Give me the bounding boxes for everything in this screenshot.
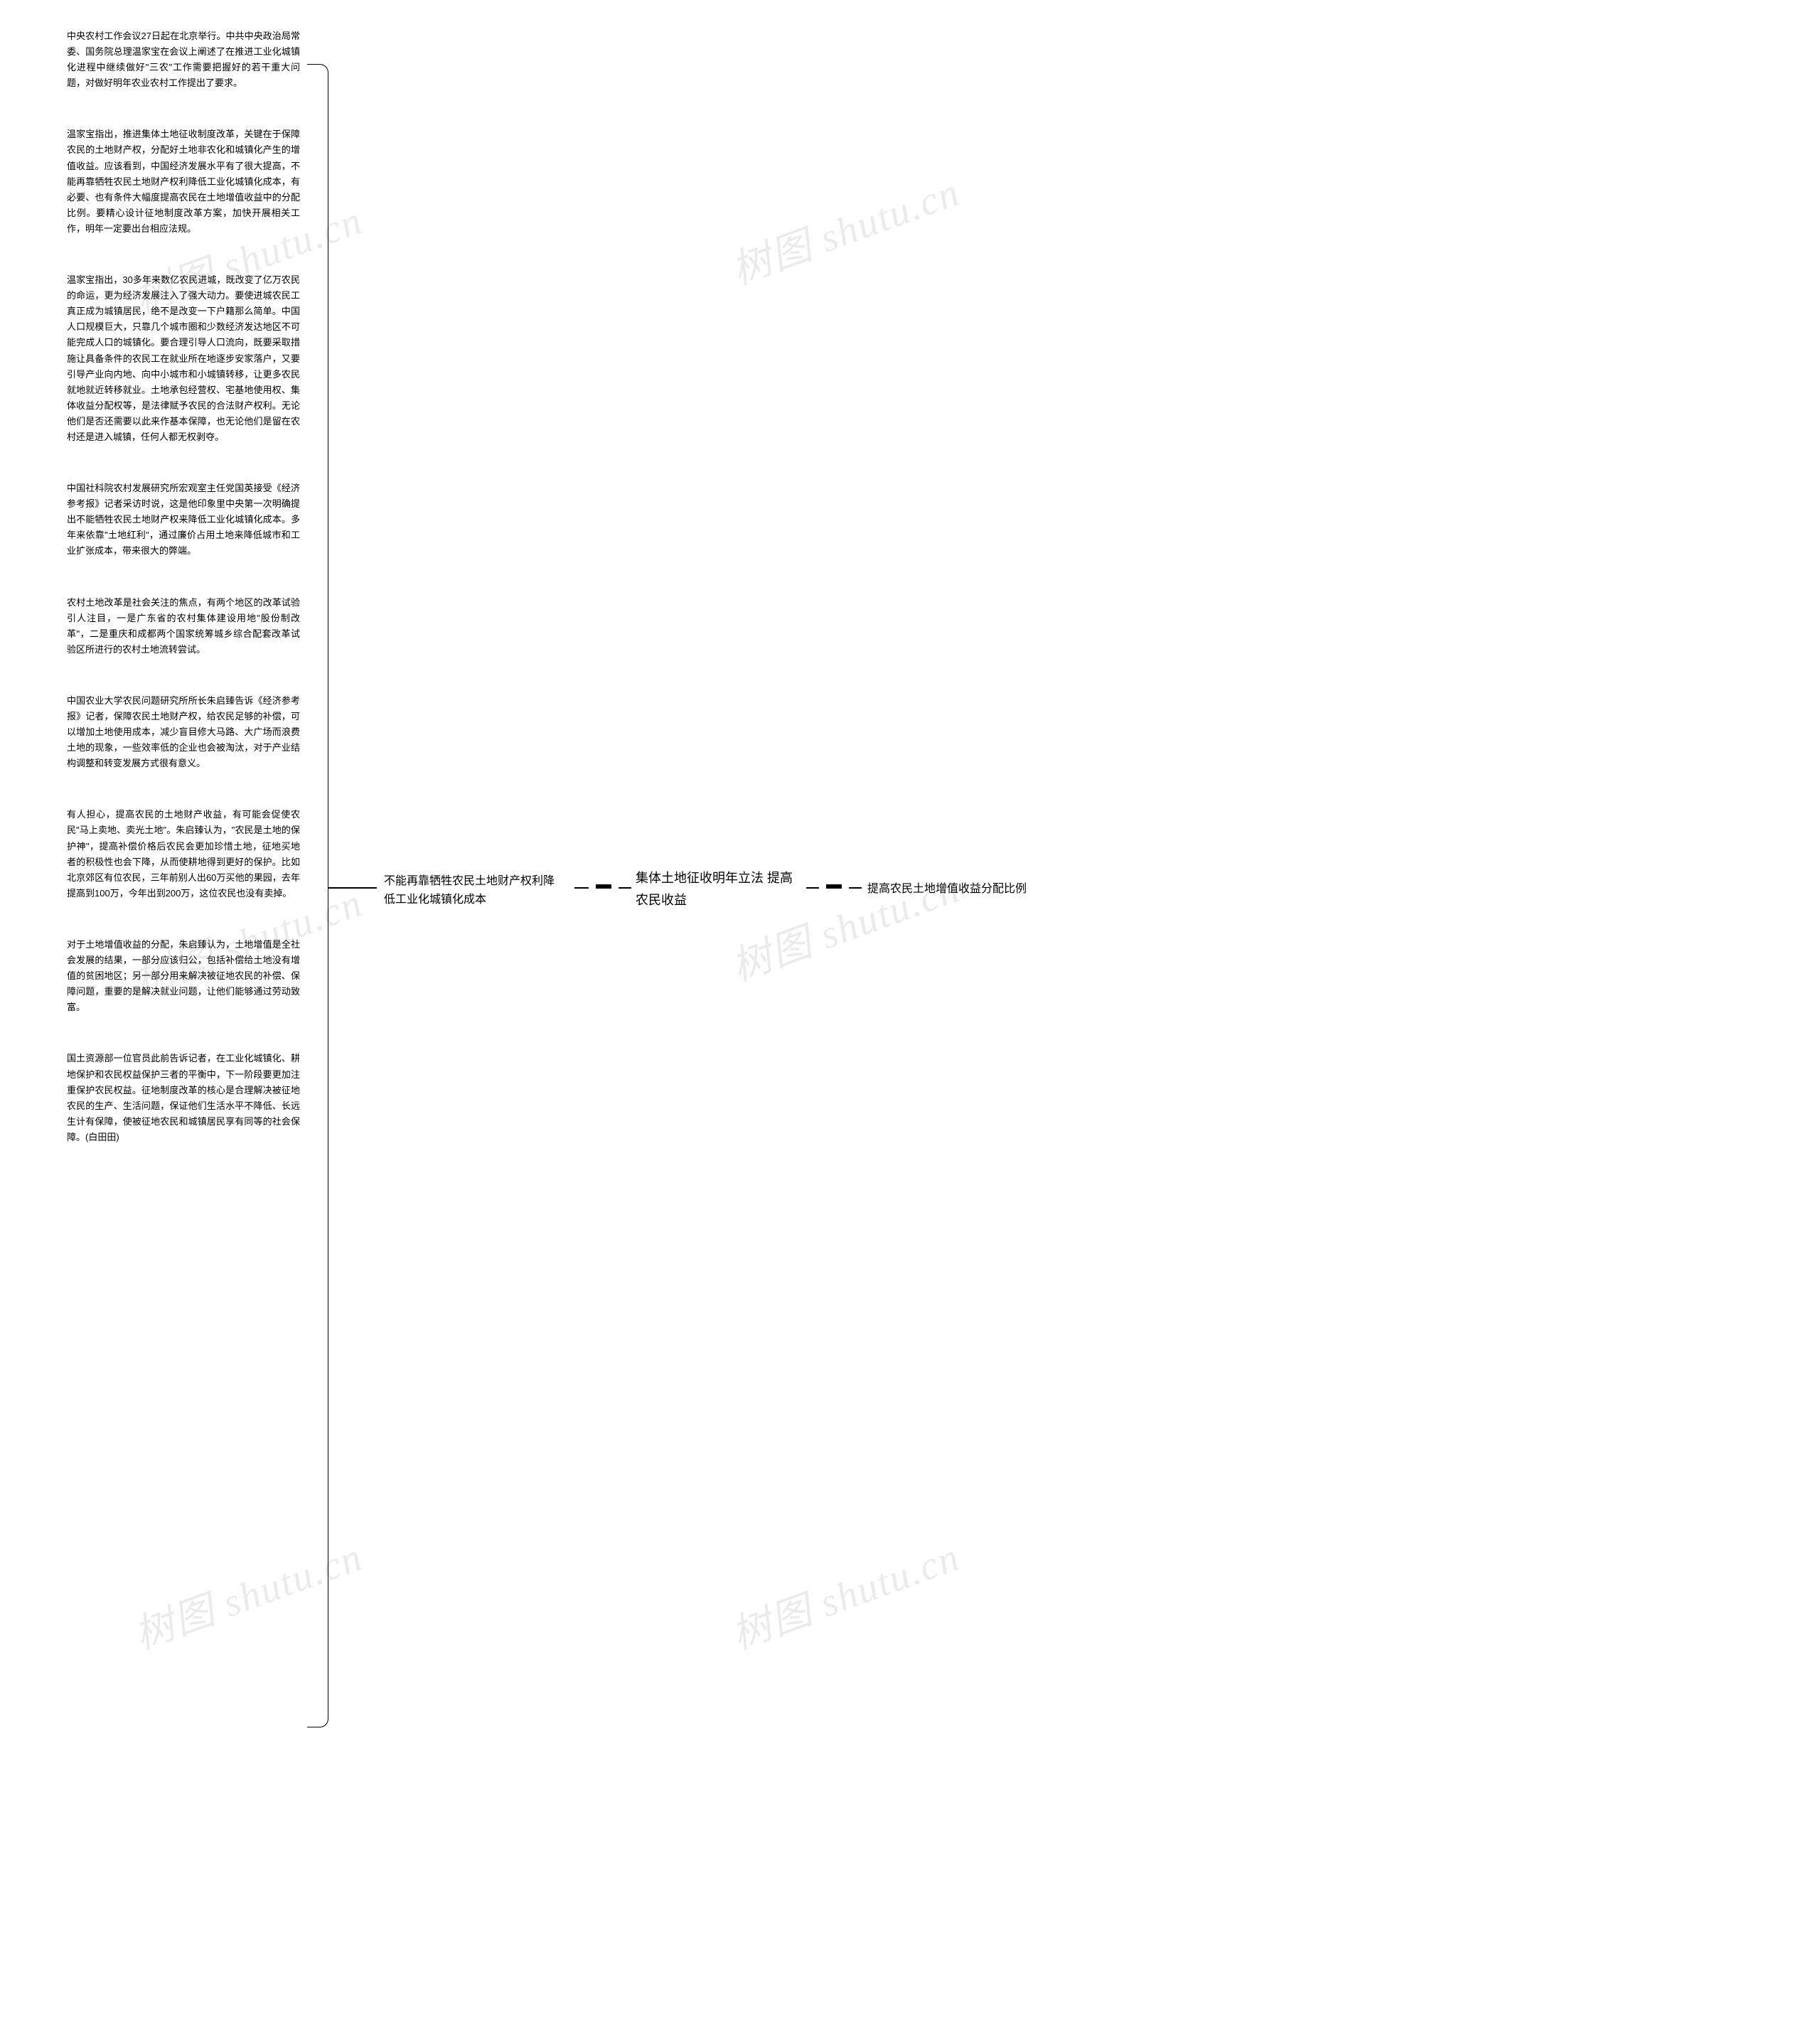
leaf-note: 温家宝指出，30多年来数亿农民进城，既改变了亿万农民的命运，更为经济发展注入了强… bbox=[67, 272, 300, 445]
bracket-connector bbox=[307, 64, 328, 1727]
watermark: 树图 shutu.cn bbox=[125, 1525, 370, 1661]
left-column: 中央农村工作会议27日起在北京举行。中共中央政治局常委、国务院总理温家宝在会议上… bbox=[67, 28, 300, 1181]
connector-line bbox=[574, 887, 589, 889]
center-node: 集体土地征收明年立法 提高农民收益 bbox=[636, 867, 799, 911]
connector-dash bbox=[596, 884, 611, 889]
leaf-note: 中央农村工作会议27日起在北京举行。中共中央政治局常委、国务院总理温家宝在会议上… bbox=[67, 28, 300, 91]
watermark: 树图 shutu.cn bbox=[722, 1525, 967, 1661]
connector-dash bbox=[826, 884, 842, 889]
leaf-note: 农村土地改革是社会关注的焦点，有两个地区的改革试验引人注目，一是广东省的农村集体… bbox=[67, 595, 300, 658]
leaf-note: 有人担心，提高农民的土地财产收益，有可能会促使农民"马上卖地、卖光土地"。朱启臻… bbox=[67, 807, 300, 901]
connector-line bbox=[619, 887, 631, 889]
leaf-note: 温家宝指出，推进集体土地征收制度改革，关键在于保障农民的土地财产权，分配好土地非… bbox=[67, 127, 300, 237]
leaf-note: 中国社科院农村发展研究所宏观室主任党国英接受《经济参考报》记者采访时说，这是他印… bbox=[67, 481, 300, 559]
leaf-note: 中国农业大学农民问题研究所所长朱启臻告诉《经济参考报》记者，保障农民土地财产权，… bbox=[67, 693, 300, 771]
connector-line bbox=[328, 887, 377, 889]
mid-node: 不能再靠牺牲农民土地财产权利降低工业化城镇化成本 bbox=[384, 872, 562, 909]
right-node: 提高农民土地增值收益分配比例 bbox=[867, 880, 1052, 899]
leaf-note: 国土资源部一位官员此前告诉记者，在工业化城镇化、耕地保护和农民权益保护三者的平衡… bbox=[67, 1051, 300, 1145]
watermark: 树图 shutu.cn bbox=[722, 160, 967, 296]
connector-line bbox=[849, 887, 862, 889]
leaf-note: 对于土地增值收益的分配，朱启臻认为，土地增值是全社会发展的结果，一部分应该归公，… bbox=[67, 937, 300, 1015]
connector-line bbox=[806, 887, 819, 889]
